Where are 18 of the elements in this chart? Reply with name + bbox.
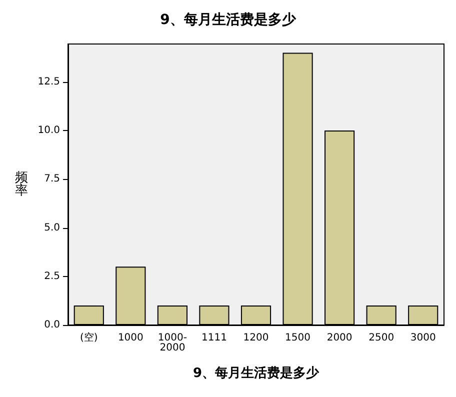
x-tick-label: 1200 — [243, 332, 269, 344]
x-tick-label: 2000 — [326, 332, 352, 344]
y-tick-label: 2.5 — [44, 270, 60, 282]
x-tick-label: 1111 — [201, 332, 227, 344]
x-axis-title: 9、每月生活费是多少 — [192, 366, 320, 381]
y-tick-label: 5.0 — [44, 222, 60, 234]
chart-title: 9、每月生活费是多少 — [160, 12, 297, 28]
x-tick-label: 3000 — [410, 332, 436, 344]
x-tick-label: (空) — [80, 332, 98, 344]
y-tick-label: 12.5 — [38, 76, 60, 88]
x-tick-label: 2500 — [368, 332, 394, 344]
x-tick-label: 1000 — [118, 332, 144, 344]
x-tick-label: 1000-2000 — [158, 332, 188, 354]
y-axis-title: 频率 — [15, 170, 28, 198]
y-tick-label: 0.0 — [44, 320, 60, 330]
y-tick-label: 7.5 — [44, 174, 60, 185]
x-tick-label: 1500 — [285, 332, 311, 344]
y-tick-label: 10.0 — [38, 125, 60, 136]
